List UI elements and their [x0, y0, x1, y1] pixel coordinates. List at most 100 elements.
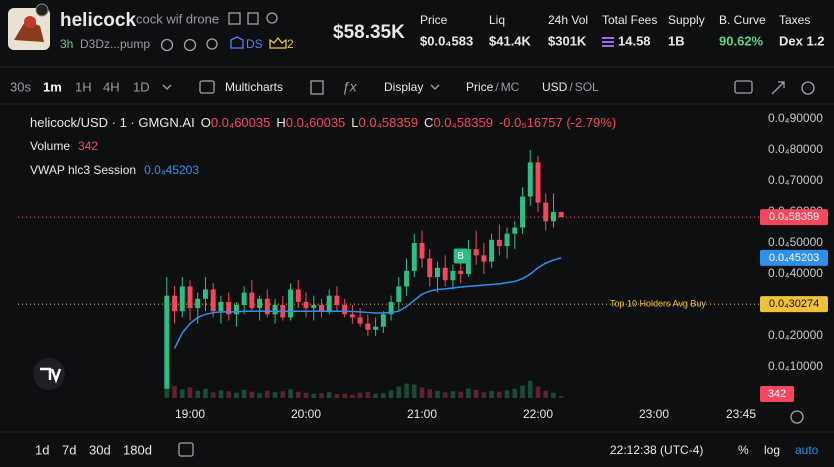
chevron[interactable] — [162, 84, 172, 90]
volume-bar — [357, 392, 363, 398]
candle-body — [326, 295, 332, 312]
fullscreen-icon[interactable] — [771, 81, 785, 95]
interval[interactable]: 4H — [103, 79, 120, 94]
volume-bar — [210, 392, 216, 398]
candle-body — [187, 286, 193, 309]
multicharts[interactable]: Multicharts — [225, 80, 283, 94]
candle-body — [458, 270, 464, 274]
axis-settings-icon[interactable] — [790, 410, 804, 424]
stat-value: Dex 1.2 — [779, 33, 825, 48]
candle-body — [357, 317, 363, 324]
volume-bar — [388, 390, 394, 398]
edit-icon[interactable] — [228, 12, 241, 25]
y-tick-label: 0.0₄40000 — [768, 266, 823, 280]
y-tick-label: 0.0₄50000 — [768, 235, 823, 249]
price-toggle[interactable]: Price / MC — [466, 80, 520, 94]
ohlc-value: 0.0₄58359 — [359, 115, 419, 130]
stat-value: 14.58 — [618, 33, 651, 48]
volume-bar — [265, 390, 270, 398]
candle-body — [411, 242, 417, 271]
range[interactable]: 1d — [35, 442, 49, 457]
ohlc-change: -0.0₅16757 (-2.79%) — [499, 115, 616, 130]
candle-body — [427, 258, 433, 278]
volume-name: Volume — [30, 139, 70, 153]
volume-bar — [543, 390, 549, 398]
settings-icon[interactable] — [801, 81, 815, 95]
camera-icon[interactable] — [734, 80, 753, 94]
candle-body — [164, 295, 170, 389]
separator: / — [569, 80, 573, 94]
holder-count: 2 — [287, 37, 294, 51]
range[interactable]: 180d — [123, 442, 152, 457]
indicator-icon[interactable] — [310, 80, 324, 95]
currency-toggle[interactable]: USD / SOL — [542, 80, 599, 94]
separator: / — [495, 80, 499, 94]
volume-bar — [504, 390, 510, 398]
candle-body — [179, 286, 185, 312]
interval[interactable]: 1D — [133, 79, 150, 94]
candle-body — [496, 239, 502, 247]
range-group: 1d 7d 30d 180d — [35, 442, 152, 457]
range[interactable]: 30d — [89, 442, 111, 457]
volume-bar — [326, 392, 332, 398]
stat-label: Supply — [668, 13, 705, 27]
price-tag-label: 0.0₄30274 — [769, 298, 819, 310]
copy-icon[interactable] — [247, 12, 259, 25]
candle-body — [520, 196, 526, 228]
x-tick-label: 23:45 — [726, 407, 756, 421]
usd-option[interactable]: USD — [542, 80, 568, 94]
price-tag — [760, 209, 828, 226]
range[interactable]: 7d — [62, 442, 76, 457]
candle-body — [172, 295, 178, 312]
candle-body — [543, 202, 549, 222]
icon[interactable] — [160, 38, 174, 52]
candle-body — [272, 304, 278, 315]
interval[interactable]: 30s — [10, 79, 31, 94]
candle-body — [334, 295, 340, 305]
search-icon[interactable] — [206, 38, 218, 50]
percent-toggle[interactable]: % — [738, 443, 749, 457]
candle-body — [380, 314, 386, 327]
volume-bar — [435, 390, 440, 398]
candle-body — [288, 289, 294, 318]
token-age: 3h — [60, 37, 73, 51]
stat-label: B. Curve — [719, 13, 766, 27]
icon[interactable] — [183, 38, 197, 52]
candle-body — [558, 211, 564, 218]
display-button[interactable]: Display — [384, 80, 423, 94]
mc-option[interactable]: MC — [501, 80, 520, 94]
auto-toggle[interactable]: auto — [795, 443, 819, 457]
holders-label: Top 10 Holders Avg Buy — [610, 299, 706, 309]
fx-icon[interactable]: ƒx — [342, 79, 358, 95]
candle-body — [512, 227, 518, 234]
stat-label: Total Fees — [602, 13, 657, 27]
interval-group: 30s 1m 1H 4H 1D — [10, 79, 150, 94]
y-tick-label: 0.0₄80000 — [768, 142, 823, 156]
interval[interactable]: 1m — [43, 79, 62, 94]
interval[interactable]: 1H — [75, 79, 92, 94]
vwap-name: VWAP hlc3 Session — [30, 163, 136, 177]
volume-bar — [489, 390, 494, 398]
calendar-icon[interactable] — [178, 442, 194, 457]
token-subtitle: cock wif drone — [136, 11, 219, 26]
share-icon[interactable] — [266, 12, 278, 24]
log-toggle[interactable]: log — [764, 443, 780, 457]
multicharts-icon[interactable] — [199, 80, 215, 94]
candle-body — [249, 292, 255, 309]
volume-bar — [481, 392, 487, 398]
tv-logo-mark — [40, 367, 62, 384]
price-option[interactable]: Price — [466, 80, 494, 94]
volume-bar — [295, 391, 301, 398]
sol-option[interactable]: SOL — [575, 80, 599, 94]
volume-bar — [203, 388, 208, 398]
volume-bar — [404, 383, 409, 398]
y-tick-label: 0.0₄70000 — [768, 173, 823, 187]
volume-bar — [311, 393, 317, 398]
y-tick-label: 0.0₄10000 — [768, 359, 823, 373]
volume-bar — [272, 392, 278, 398]
chevron[interactable] — [430, 84, 440, 90]
sol-icon — [602, 37, 614, 47]
volume-bar — [226, 391, 231, 398]
